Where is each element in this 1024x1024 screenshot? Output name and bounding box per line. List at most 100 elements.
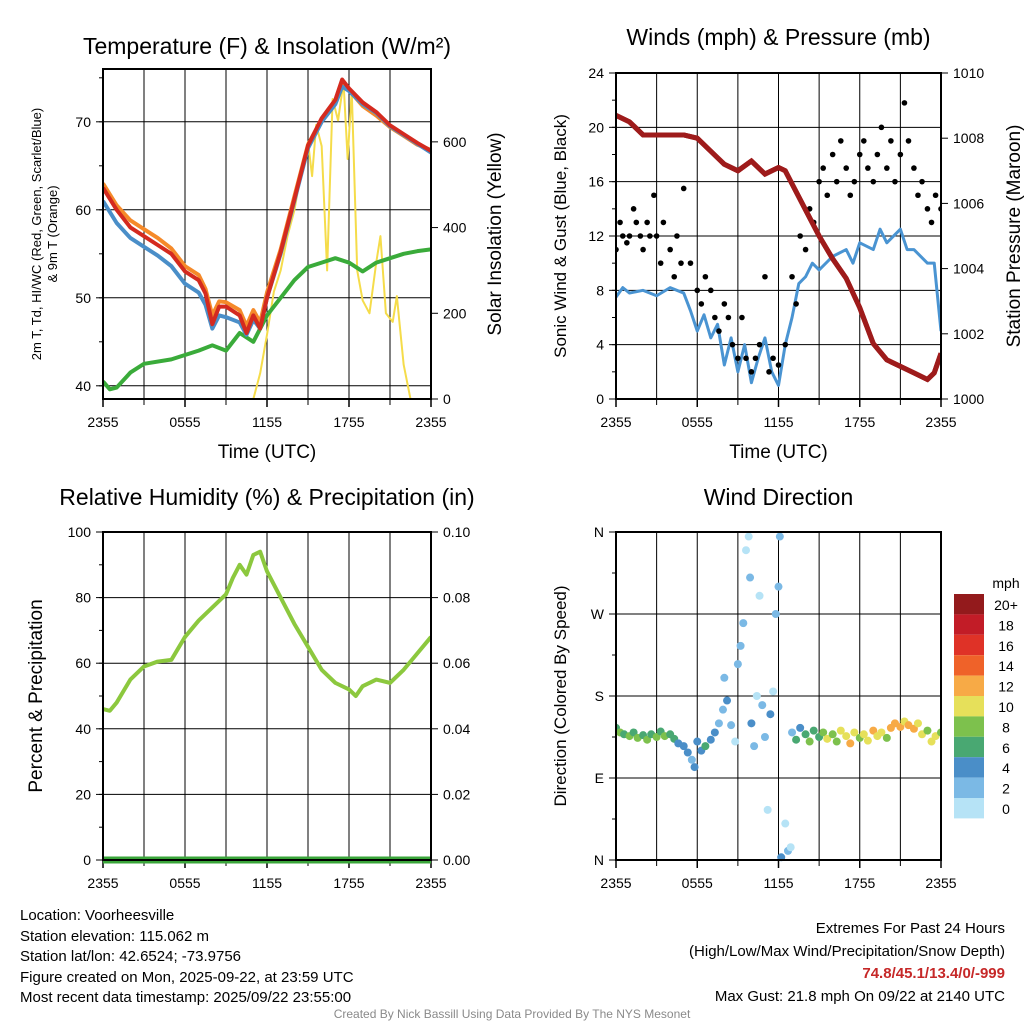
extremes-subtitle: (High/Low/Max Wind/Precipitation/Snow De…: [689, 942, 1005, 960]
direction-point: [629, 728, 638, 737]
gust-point: [630, 206, 637, 212]
gust-point: [678, 260, 684, 266]
chart-title: Temperature (F) & Insolation (W/m²): [83, 33, 451, 59]
y-axis-label: 2m T, Td, HI/WC (Red, Green, Scarlet/Blu…: [29, 108, 44, 360]
direction-point: [913, 719, 922, 728]
direction-point: [733, 660, 742, 669]
direction-point: [760, 733, 769, 741]
legend-label: 18: [998, 617, 1014, 633]
legend-label: 20+: [994, 597, 1018, 613]
gust-point: [824, 192, 831, 199]
direction-point: [766, 710, 775, 719]
gust-point: [856, 151, 863, 158]
x-tick-label: 1155: [763, 875, 793, 891]
x-tick-label: 1755: [333, 414, 364, 430]
gust-point: [626, 233, 633, 239]
y-right-tick-label: 0.06: [443, 655, 470, 671]
gust-point: [694, 287, 701, 294]
legend-swatch: [954, 655, 984, 676]
y-tick-label: 12: [588, 228, 604, 244]
x-tick-label: 0555: [169, 875, 200, 891]
y-right-tick-label: 0.08: [443, 590, 470, 606]
direction-point: [706, 735, 715, 744]
y-tick-label: 60: [75, 202, 91, 218]
y-axis-label: Sonic Wind & Gust (Blue, Black): [551, 114, 570, 358]
direction-point: [690, 763, 699, 772]
x-tick-label: 0555: [682, 414, 713, 430]
direction-point: [714, 719, 723, 728]
chart-title: Winds (mph) & Pressure (mb): [626, 24, 930, 50]
direction-point: [742, 546, 750, 555]
x-tick-label: 1755: [844, 875, 875, 891]
gust-point: [743, 355, 749, 362]
legend-swatch: [954, 634, 984, 656]
y-right-tick-label: 1008: [953, 130, 984, 146]
gust-point: [739, 314, 745, 321]
legend-swatch: [954, 594, 984, 615]
extremes-title: Extremes For Past 24 Hours: [815, 920, 1005, 937]
panel-4: N E S W N 2355 0555 1155 1755 2355 mph 20+ 18 16 14 12 1…: [551, 484, 1020, 891]
direction-point: [836, 726, 845, 735]
direction-point: [769, 687, 778, 696]
gust-point: [861, 138, 867, 144]
elevation-text: Station elevation: 115.062 m: [20, 927, 210, 945]
y-tick-label: N: [594, 524, 604, 540]
gust-point: [820, 165, 826, 171]
gust-point: [725, 314, 732, 321]
y-tick-label: 20: [75, 786, 91, 802]
legend-label: 12: [998, 679, 1014, 695]
legend-label: 8: [1002, 719, 1010, 735]
gust-point: [775, 362, 782, 368]
gust-point: [833, 178, 840, 185]
gust-point: [892, 178, 898, 185]
direction-point: [755, 591, 764, 600]
x-tick-label: 2355: [87, 875, 118, 891]
direction-point: [896, 722, 905, 731]
station-info: Location: Voorheesville Station elevatio…: [20, 906, 354, 1009]
direction-point: [731, 737, 740, 746]
y-right-tick-label: 1002: [953, 326, 984, 342]
x-axis-label: Time (UTC): [729, 442, 828, 463]
direction-point: [923, 726, 932, 735]
direction-point: [774, 582, 783, 591]
direction-point: [823, 734, 832, 743]
direction-point: [828, 730, 837, 739]
location-text: Location: Voorheesville: [20, 907, 175, 924]
gust-point: [782, 341, 789, 348]
gust-point: [847, 192, 854, 199]
direction-point: [869, 726, 878, 735]
direction-point: [792, 735, 801, 744]
y-tick-label: 50: [75, 290, 91, 306]
gust-point: [752, 355, 759, 362]
x-tick-label: 2355: [415, 414, 446, 430]
direction-point: [701, 742, 710, 751]
legend-label: 10: [998, 699, 1014, 715]
y-tick-label: 20: [588, 119, 604, 135]
y-tick-label: 24: [588, 65, 604, 81]
y-tick-label: S: [595, 688, 604, 704]
y-tick-label: 8: [596, 282, 604, 298]
gust-point: [878, 124, 885, 131]
gust-point: [756, 341, 763, 348]
plot-frame: [102, 68, 432, 400]
x-tick-label: 1155: [763, 414, 793, 430]
gust-point: [884, 165, 890, 171]
y-right-tick-label: 1006: [953, 195, 984, 211]
gust-point: [874, 151, 881, 158]
direction-point: [693, 737, 702, 746]
direction-point: [739, 619, 748, 628]
gust-point: [647, 233, 653, 239]
gust-point: [729, 341, 736, 348]
direction-point: [877, 728, 886, 737]
direction-point: [747, 719, 756, 728]
gust-point: [748, 369, 755, 375]
y-tick-label: W: [591, 606, 605, 622]
direction-point: [652, 733, 661, 741]
gust-point: [928, 219, 935, 226]
gust-point: [915, 192, 921, 199]
gust-point: [617, 219, 623, 226]
x-tick-label: 0555: [169, 414, 200, 430]
series-2m-temperature: [103, 77, 431, 335]
y-right-tick-label: 600: [443, 134, 467, 150]
y-right-tick-label: 1010: [953, 65, 984, 81]
